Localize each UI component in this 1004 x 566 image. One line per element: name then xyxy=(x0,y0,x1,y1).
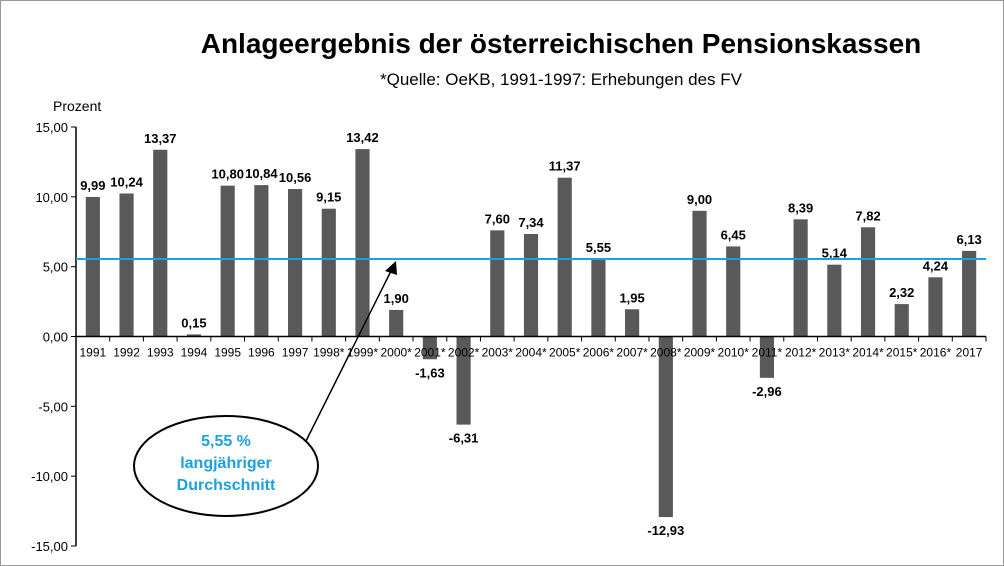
y-tick-label: 0,00 xyxy=(43,330,68,345)
x-tick-label: 1992 xyxy=(113,346,140,360)
x-tick-label: 2016* xyxy=(920,346,952,360)
x-tick-label: 1991 xyxy=(80,346,107,360)
data-label: -6,31 xyxy=(449,431,479,446)
bar-2000* xyxy=(389,309,404,337)
bar-1996 xyxy=(254,185,269,337)
annotation-ellipse xyxy=(133,415,319,517)
data-label: 9,15 xyxy=(316,190,341,205)
bar-2007* xyxy=(625,309,640,337)
annotation-arrow xyxy=(305,266,394,442)
data-label: -12,93 xyxy=(647,523,684,538)
x-tick-label: 1997 xyxy=(282,346,309,360)
bar-1995 xyxy=(220,185,235,337)
bar-2001* xyxy=(422,336,437,360)
x-tick-label: 2015* xyxy=(886,346,918,360)
annotation-text: Durchschnitt xyxy=(177,477,276,494)
x-tick-label: 1996 xyxy=(248,346,275,360)
data-label: 9,00 xyxy=(687,192,712,207)
data-label: 1,95 xyxy=(619,290,644,305)
y-tick-label: 10,00 xyxy=(35,190,68,205)
data-label: 4,24 xyxy=(923,258,949,273)
data-label: 6,13 xyxy=(956,232,981,247)
x-tick-label: 2011* xyxy=(752,346,783,360)
bar-2010* xyxy=(726,246,741,337)
bar-1991 xyxy=(85,196,100,337)
x-tick-label: 1993 xyxy=(147,346,174,360)
x-tick-label: 2012* xyxy=(785,346,817,360)
data-label: 5,14 xyxy=(822,246,848,261)
data-label: 13,37 xyxy=(144,131,177,146)
x-tick-label: 2010* xyxy=(718,346,750,360)
data-label: -1,63 xyxy=(415,365,445,380)
data-label: 10,24 xyxy=(110,174,143,189)
x-tick-label: 2009* xyxy=(684,346,716,360)
data-label: -2,96 xyxy=(752,384,782,399)
bar-2006* xyxy=(591,258,606,337)
bar-2017 xyxy=(962,250,977,337)
data-label: 0,15 xyxy=(181,315,206,330)
data-label: 7,34 xyxy=(518,215,544,230)
bar-2005* xyxy=(557,177,572,337)
bar-1998* xyxy=(321,208,336,337)
arrow-head-icon xyxy=(385,261,397,275)
bar-2009* xyxy=(692,210,707,337)
x-tick-label: 2001* xyxy=(414,346,446,360)
y-axis-label: Prozent xyxy=(53,98,101,114)
bar-1997 xyxy=(287,189,303,337)
bar-2014* xyxy=(860,227,876,337)
data-label: 6,45 xyxy=(721,227,746,242)
x-tick-label: 2013* xyxy=(819,346,851,360)
bar-1992 xyxy=(119,193,134,337)
x-tick-label: 2007* xyxy=(616,346,648,360)
x-tick-label: 2003* xyxy=(482,346,514,360)
x-tick-label: 2014* xyxy=(852,346,884,360)
data-label: 10,80 xyxy=(211,167,244,182)
bar-2004* xyxy=(523,233,539,337)
bar-2016* xyxy=(928,277,943,337)
x-tick-label: 2008* xyxy=(650,346,682,360)
data-label: 7,60 xyxy=(485,211,510,226)
bar-2011* xyxy=(759,336,775,378)
bar-2015* xyxy=(894,304,909,337)
y-tick-label: -10,00 xyxy=(31,469,68,484)
x-tick-label: 1999* xyxy=(347,346,379,360)
x-tick-label: 2000* xyxy=(380,346,412,360)
data-label: 10,84 xyxy=(245,166,278,181)
x-tick-label: 2005* xyxy=(549,346,581,360)
data-label: 10,56 xyxy=(279,170,312,185)
data-label: 2,32 xyxy=(889,285,914,300)
chart-subtitle: *Quelle: OeKB, 1991-1997: Erhebungen des… xyxy=(380,70,743,89)
bar-1999* xyxy=(355,149,370,337)
x-tick-label: 1995 xyxy=(214,346,241,360)
y-tick-label: -15,00 xyxy=(31,539,68,554)
data-label: 1,90 xyxy=(384,291,409,306)
bar-2013* xyxy=(827,264,842,337)
x-tick-label: 2006* xyxy=(583,346,615,360)
data-label: 5,55 xyxy=(586,240,611,255)
data-label: 11,37 xyxy=(549,159,581,174)
bar-1994 xyxy=(186,334,202,337)
bar-2012* xyxy=(793,219,808,337)
x-tick-label: 2017 xyxy=(956,346,983,360)
bar-1993 xyxy=(153,149,168,337)
bar-2008* xyxy=(658,336,673,518)
x-tick-label: 1998* xyxy=(313,346,345,360)
bar-2002* xyxy=(456,336,471,425)
x-tick-label: 2004* xyxy=(515,346,547,360)
data-label: 13,42 xyxy=(346,130,379,145)
annotation-text: langjähriger xyxy=(180,455,272,472)
y-tick-label: -5,00 xyxy=(38,399,68,414)
y-tick-label: 5,00 xyxy=(43,260,68,275)
x-tick-label: 1994 xyxy=(181,346,208,360)
x-tick-label: 2002* xyxy=(448,346,480,360)
bar-2003* xyxy=(490,230,505,337)
data-label: 7,82 xyxy=(855,208,880,223)
data-label: 9,99 xyxy=(80,178,105,193)
y-tick-label: 15,00 xyxy=(35,120,68,135)
annotation-text: 5,55 % xyxy=(201,433,251,450)
data-label: 8,39 xyxy=(788,200,813,215)
chart-title: Anlageergebnis der österreichischen Pens… xyxy=(201,28,922,59)
